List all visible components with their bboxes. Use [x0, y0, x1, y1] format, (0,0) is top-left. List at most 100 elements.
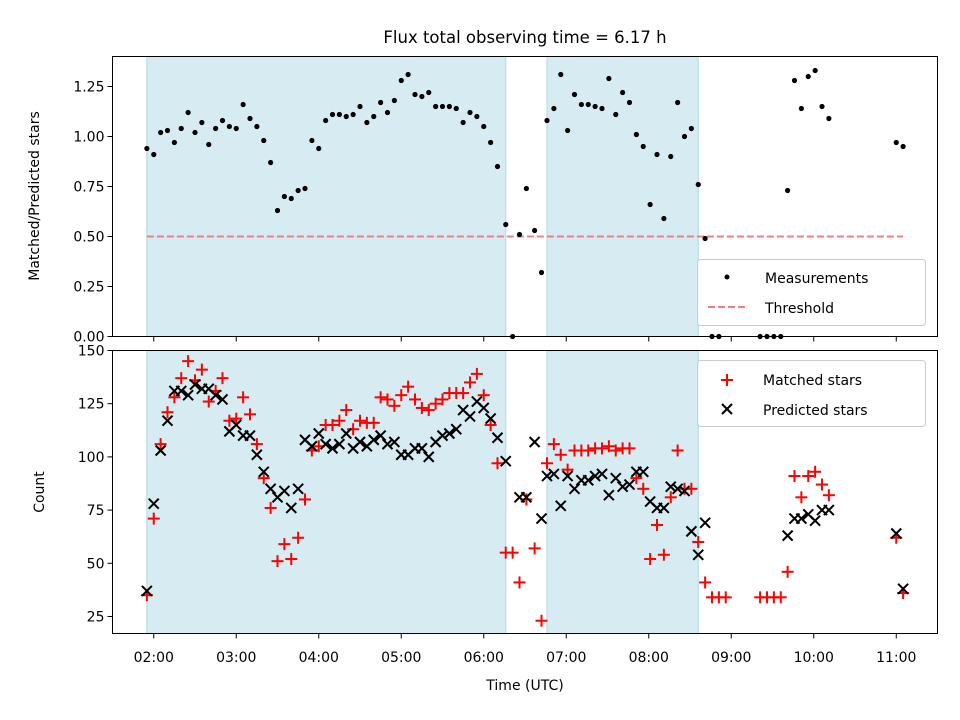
predicted-star-point [285, 502, 297, 514]
measurement-point [316, 145, 322, 152]
measurement-point [268, 159, 274, 166]
measurement-point [371, 113, 377, 120]
measurement-point [419, 93, 425, 100]
predicted-star-point [175, 385, 187, 397]
predicted-star-point [781, 529, 794, 542]
matched-star-point [395, 389, 408, 402]
matched-star-point [802, 470, 815, 483]
predicted-star-point [582, 474, 594, 487]
predicted-star-point [658, 502, 670, 514]
predicted-star-point [148, 497, 160, 510]
matched-star-point [484, 418, 497, 431]
matched-star-point [491, 457, 504, 470]
measurement-point [532, 227, 538, 234]
predicted-star-point [230, 419, 242, 431]
measurement-point [384, 109, 391, 116]
matched-star-point [415, 401, 428, 414]
predicted-star-point [306, 440, 318, 452]
matched-star-point [644, 553, 657, 566]
measurement-point [626, 99, 633, 106]
predicted-star-point [333, 438, 346, 450]
predicted-star-point [685, 525, 698, 538]
measurement-point [178, 125, 184, 132]
measurement-point [171, 139, 177, 146]
matched-star-point [774, 591, 787, 604]
matched-star-point [513, 576, 526, 589]
matched-star-point [285, 553, 298, 566]
x-tick-label: 11:00 [876, 650, 916, 666]
matched-star-point [664, 491, 677, 504]
predicted-star-point [500, 455, 512, 467]
matched-star-point [464, 376, 476, 389]
matched-star-point [470, 367, 483, 380]
predicted-star-point [528, 436, 541, 448]
measurement-point [503, 221, 509, 228]
measurement-point [551, 105, 557, 112]
matched-star-point [333, 414, 346, 427]
predicted-star-point [555, 500, 567, 512]
measurement-point [446, 103, 452, 110]
matched-star-point [602, 440, 615, 453]
matched-star-point [244, 408, 256, 421]
measurement-point [350, 111, 356, 118]
measurement-point [233, 125, 239, 132]
measurement-point [247, 115, 253, 122]
predicted-star-point [436, 429, 449, 442]
matched-star-point [388, 399, 401, 412]
matched-star-point [354, 414, 366, 427]
predicted-star-point [491, 432, 504, 444]
matched-star-point [623, 442, 636, 455]
predicted-star-point [216, 393, 229, 406]
matched-star-point [809, 465, 822, 478]
predicted-star-point [189, 378, 201, 391]
ratio-measurement-series [144, 67, 906, 340]
legend-predicted-marker [721, 403, 733, 415]
x-tick-label: 09:00 [711, 650, 751, 666]
measurement-point [281, 193, 287, 200]
measurement-point [158, 129, 164, 136]
measurement-point [323, 117, 329, 124]
matched-star-point [651, 518, 663, 531]
predicted-star-point [464, 410, 476, 423]
shaded-interval [146, 56, 507, 337]
bottom-y-axis-label: Count [32, 471, 48, 513]
measurement-point [481, 123, 487, 130]
measurement-point [274, 207, 281, 214]
measurement-point [702, 235, 708, 242]
measurement-point [900, 143, 906, 150]
predicted-star-point [154, 444, 167, 457]
measurement-point [219, 117, 226, 124]
measurement-point [364, 119, 370, 126]
matched-star-point [292, 531, 305, 544]
top-panel: 0.00 0.25 0.50 0.75 1.00 1.25 Matched/Predict… [27, 56, 938, 346]
predicted-star-point [381, 438, 394, 450]
matched-star-point [195, 363, 208, 376]
measurement-point [785, 187, 791, 194]
measurement-point [488, 139, 494, 146]
predicted-star-point [182, 389, 194, 401]
measurement-point [460, 119, 466, 126]
top-x-axis-ticks [153, 336, 897, 342]
matched-star-point [554, 448, 567, 461]
predicted-star-point [671, 483, 684, 495]
bottom-legend: Matched stars Predicted stars [697, 360, 926, 427]
y-tick-label: 1.00 [73, 130, 104, 146]
measurement-point [826, 115, 832, 122]
matched-star-point [326, 418, 339, 431]
matched-star-point [374, 391, 387, 404]
measurement-point [599, 105, 605, 112]
measurement-point [213, 125, 219, 132]
x-tick-label: 04:00 [299, 650, 339, 666]
matched-star-point [409, 393, 421, 406]
measurement-point [571, 91, 578, 98]
predicted-star-point [292, 483, 304, 495]
measurement-point [812, 67, 818, 74]
measurement-point [199, 119, 205, 126]
predicted-star-point [209, 389, 222, 401]
x-tick-label: 08:00 [629, 650, 669, 666]
measurement-point [661, 215, 667, 222]
predicted-star-point [354, 436, 366, 448]
measurement-point [302, 185, 308, 192]
top-y-axis: 0.00 0.25 0.50 0.75 1.00 1.25 [73, 80, 113, 346]
y-tick-label: 0.25 [73, 280, 104, 296]
